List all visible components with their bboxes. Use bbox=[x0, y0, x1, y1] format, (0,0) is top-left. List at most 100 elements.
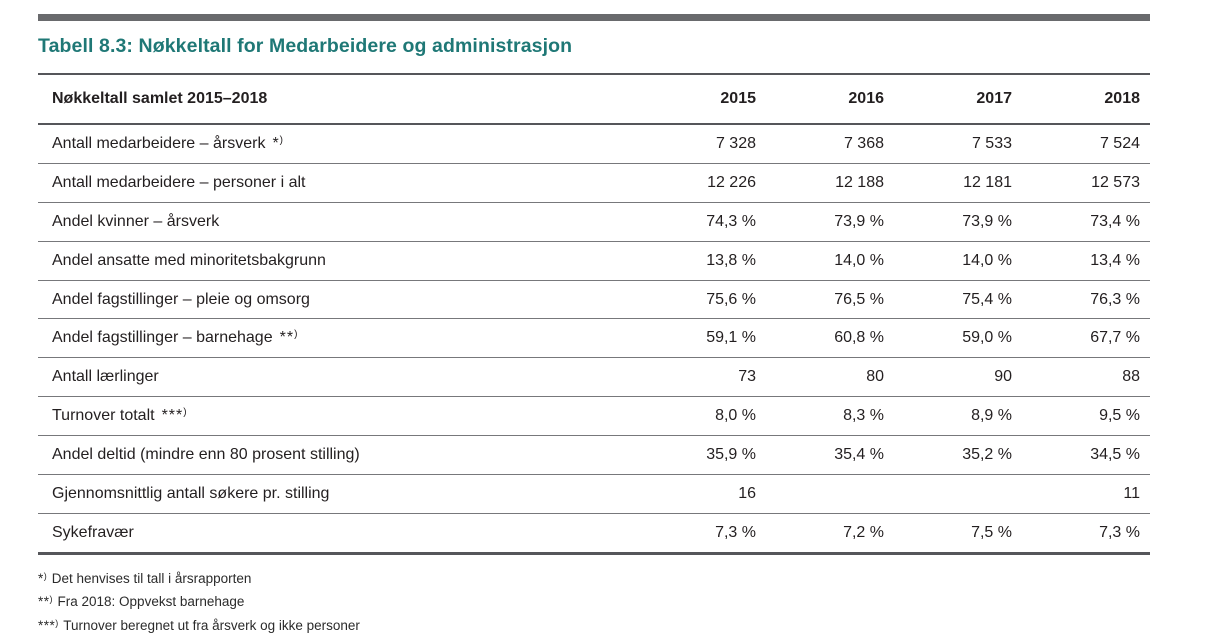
cell-value: 16 bbox=[738, 484, 756, 502]
cell-value: 73,4 % bbox=[1090, 212, 1140, 230]
cell-value: 14,0 % bbox=[962, 251, 1012, 269]
cell-value: 7 328 bbox=[715, 134, 756, 152]
key-figures-table: Nøkkeltall samlet 2015–2018 2015 2016 20… bbox=[38, 73, 1150, 555]
row-label-text: Gjennomsnittlig antall søkere pr. stilli… bbox=[52, 484, 330, 502]
footnote-marker: *) bbox=[272, 134, 284, 152]
footnote-marker: ***) bbox=[38, 617, 59, 633]
row-label: Andel deltid (mindre enn 80 prosent stil… bbox=[38, 446, 638, 464]
superscript-paren: ) bbox=[294, 329, 298, 341]
cell-value: 12 188 bbox=[835, 173, 884, 191]
footnote-marker: **) bbox=[38, 594, 53, 610]
cell-value: 11 bbox=[1123, 484, 1140, 502]
footnote-text: Fra 2018: Oppvekst barnehage bbox=[57, 594, 245, 610]
cell-value: 13,8 % bbox=[706, 251, 756, 269]
cell-value: 12 226 bbox=[707, 173, 756, 191]
cell-value: 75,4 % bbox=[962, 290, 1012, 308]
table-row: Turnover totalt ***) 8,0 % 8,3 % 8,9 % 9,5 % bbox=[38, 397, 1150, 437]
cell-value: 59,1 % bbox=[706, 329, 756, 347]
table-row: Sykefravær 7,3 % 7,2 % 7,5 % 7,3 % bbox=[38, 514, 1150, 555]
row-label-text: Antall lærlinger bbox=[52, 368, 159, 386]
footnote-marker: ***) bbox=[161, 407, 187, 425]
cell-value: 7 533 bbox=[971, 134, 1012, 152]
cell-value: 35,4 % bbox=[834, 446, 884, 464]
cell-value: 7,2 % bbox=[843, 523, 884, 541]
cell-value: 34,5 % bbox=[1090, 446, 1140, 464]
table-row: Andel deltid (mindre enn 80 prosent stil… bbox=[38, 436, 1150, 476]
row-label-text: Turnover totalt bbox=[52, 407, 155, 425]
cell-value: 8,0 % bbox=[715, 407, 756, 425]
table-header-label: Nøkkeltall samlet 2015–2018 bbox=[52, 90, 268, 107]
cell-value: 88 bbox=[1122, 368, 1140, 386]
footnote-marker: **) bbox=[279, 329, 298, 347]
cell-value: 12 573 bbox=[1091, 173, 1140, 191]
row-label-text: Antall medarbeidere – personer i alt bbox=[52, 173, 306, 191]
cell-value: 7 368 bbox=[843, 134, 884, 152]
superscript-paren: ) bbox=[43, 570, 47, 581]
cell-value: 13,4 % bbox=[1090, 251, 1140, 269]
table-row: Andel ansatte med minoritetsbakgrunn 13,8… bbox=[38, 242, 1150, 281]
cell-value: 67,7 % bbox=[1090, 329, 1140, 347]
table-row: Antall medarbeidere – personer i alt 12 2… bbox=[38, 164, 1150, 203]
cell-value: 35,9 % bbox=[706, 446, 756, 464]
cell-value: 73,9 % bbox=[834, 212, 884, 230]
footnotes: *) Det henvises til tall i årsrapporten **… bbox=[38, 568, 1150, 638]
footnote-line: ***) Turnover beregnet ut fra årsverk og … bbox=[38, 615, 1150, 638]
row-label: Antall medarbeidere – årsverk *) bbox=[38, 135, 638, 153]
row-label: Antall lærlinger bbox=[38, 368, 638, 386]
cell-value: 7,3 % bbox=[715, 523, 756, 541]
cell-value: 80 bbox=[866, 368, 884, 386]
table-row: Antall lærlinger 73 80 90 88 bbox=[38, 358, 1150, 398]
table-row: Antall medarbeidere – årsverk *) 7 328 7 36… bbox=[38, 125, 1150, 164]
row-label-text: Andel ansatte med minoritetsbakgrunn bbox=[52, 251, 326, 269]
row-label-text: Sykefravær bbox=[52, 523, 134, 541]
table-row: Andel fagstillinger – pleie og omsorg 75,… bbox=[38, 281, 1150, 320]
row-label: Turnover totalt ***) bbox=[38, 407, 638, 425]
cell-value: 75,6 % bbox=[706, 290, 756, 308]
row-label-text: Antall medarbeidere – årsverk bbox=[52, 134, 266, 152]
table-title: Tabell 8.3: Nøkkeltall for Medarbeidere … bbox=[38, 35, 573, 57]
superscript-paren: ) bbox=[279, 134, 284, 146]
row-label: Andel kvinner – årsverk bbox=[38, 213, 638, 231]
top-divider-bar bbox=[38, 14, 1150, 21]
row-label: Andel fagstillinger – pleie og omsorg bbox=[38, 291, 638, 309]
cell-value: 73 bbox=[738, 368, 756, 386]
table-body: Antall medarbeidere – årsverk *) 7 328 7 36… bbox=[38, 125, 1150, 555]
cell-value: 73,9 % bbox=[962, 212, 1012, 230]
year-column-header: 2018 bbox=[1104, 90, 1140, 107]
cell-value: 76,3 % bbox=[1090, 290, 1140, 308]
table-row: Andel fagstillinger – barnehage **) 59,1 %… bbox=[38, 319, 1150, 359]
row-label-text: Andel fagstillinger – barnehage bbox=[52, 329, 273, 347]
footnote-line: *) Det henvises til tall i årsrapporten bbox=[38, 568, 1150, 592]
row-label-text: Andel kvinner – årsverk bbox=[52, 212, 220, 230]
year-column-header: 2016 bbox=[848, 90, 884, 107]
cell-value: 74,3 % bbox=[706, 212, 756, 230]
footnote-line: **) Fra 2018: Oppvekst barnehage bbox=[38, 591, 1150, 615]
cell-value: 9,5 % bbox=[1099, 407, 1140, 425]
cell-value: 8,9 % bbox=[971, 407, 1012, 425]
row-label: Andel ansatte med minoritetsbakgrunn bbox=[38, 252, 638, 270]
cell-value: 60,8 % bbox=[834, 329, 884, 347]
cell-value: 8,3 % bbox=[843, 407, 884, 425]
row-label: Gjennomsnittlig antall søkere pr. stilli… bbox=[38, 485, 638, 503]
cell-value: 90 bbox=[994, 368, 1012, 386]
superscript-paren: ) bbox=[183, 407, 187, 419]
cell-value: 7 524 bbox=[1099, 134, 1140, 152]
row-label: Andel fagstillinger – barnehage **) bbox=[38, 329, 638, 347]
document-page: Tabell 8.3: Nøkkeltall for Medarbeidere … bbox=[38, 14, 1150, 638]
cell-value: 76,5 % bbox=[834, 290, 884, 308]
superscript-paren: ) bbox=[49, 594, 53, 605]
footnote-text: Turnover beregnet ut fra årsverk og ikke… bbox=[63, 617, 360, 633]
cell-value: 35,2 % bbox=[962, 446, 1012, 464]
footnote-marker: *) bbox=[38, 570, 47, 586]
cell-value: 14,0 % bbox=[834, 251, 884, 269]
table-header-row: Nøkkeltall samlet 2015–2018 2015 2016 20… bbox=[38, 75, 1150, 125]
cell-value: 59,0 % bbox=[962, 329, 1012, 347]
row-label-text: Andel deltid (mindre enn 80 prosent stil… bbox=[52, 446, 360, 464]
cell-value: 12 181 bbox=[963, 173, 1012, 191]
row-label: Antall medarbeidere – personer i alt bbox=[38, 174, 638, 192]
cell-value: 7,3 % bbox=[1099, 523, 1140, 541]
footnote-text: Det henvises til tall i årsrapporten bbox=[51, 570, 252, 586]
year-column-header: 2017 bbox=[976, 90, 1012, 107]
table-row: Andel kvinner – årsverk 74,3 % 73,9 % 73,9 … bbox=[38, 203, 1150, 242]
table-row: Gjennomsnittlig antall søkere pr. stilli… bbox=[38, 475, 1150, 514]
